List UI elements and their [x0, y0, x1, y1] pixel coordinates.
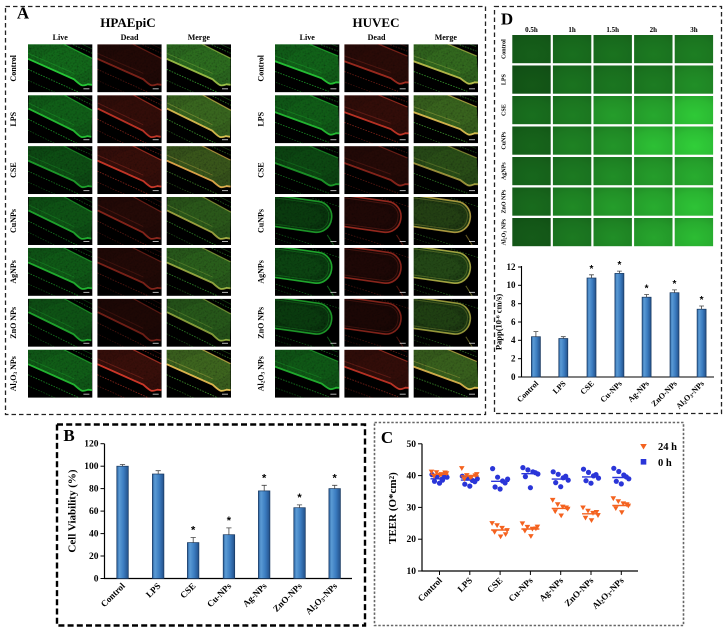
svg-text:AgNPs: AgNPs — [9, 260, 18, 284]
svg-text:LPS: LPS — [502, 73, 508, 85]
svg-text:12: 12 — [507, 262, 517, 272]
svg-text:80: 80 — [89, 485, 99, 495]
svg-text:120: 120 — [84, 440, 99, 450]
svg-text:Al2O3 NPs: Al2O3 NPs — [257, 356, 267, 391]
svg-text:3h: 3h — [690, 26, 698, 34]
svg-text:*: * — [227, 515, 232, 527]
svg-text:2h: 2h — [650, 26, 658, 34]
svg-text:20: 20 — [89, 552, 99, 562]
svg-text:1.5h: 1.5h — [606, 26, 619, 34]
svg-text:30: 30 — [407, 503, 417, 513]
svg-text:ZnO NPs: ZnO NPs — [9, 307, 18, 339]
svg-text:Live: Live — [53, 33, 69, 42]
svg-text:*: * — [645, 284, 649, 295]
svg-text:*: * — [700, 295, 704, 306]
svg-text:50: 50 — [407, 440, 417, 450]
svg-text:Merge: Merge — [188, 33, 211, 42]
svg-text:Merge: Merge — [435, 33, 458, 42]
svg-text:CSE: CSE — [502, 104, 508, 116]
svg-text:2: 2 — [511, 353, 516, 363]
svg-text:*: * — [590, 264, 594, 275]
svg-text:0: 0 — [94, 575, 99, 585]
svg-text:40: 40 — [89, 530, 99, 540]
svg-text:CSE: CSE — [9, 162, 18, 178]
svg-text:A: A — [17, 4, 30, 23]
svg-text:Live: Live — [300, 33, 316, 42]
svg-text:C: C — [381, 428, 393, 447]
svg-text:LPS: LPS — [9, 111, 18, 126]
svg-text:Dead: Dead — [121, 33, 139, 42]
svg-text:Control: Control — [502, 39, 508, 59]
svg-text:40: 40 — [407, 472, 417, 482]
svg-text:Papp(10-6 cm/s): Papp(10-6 cm/s) — [494, 294, 504, 350]
svg-text:1h: 1h — [568, 26, 576, 34]
svg-text:*: * — [333, 472, 338, 484]
svg-text:Control: Control — [9, 54, 18, 81]
svg-text:20: 20 — [407, 535, 417, 545]
svg-text:4: 4 — [511, 335, 516, 345]
svg-text:*: * — [191, 524, 196, 536]
svg-text:AgNPs: AgNPs — [257, 260, 266, 284]
svg-text:*: * — [617, 260, 621, 271]
svg-text:*: * — [297, 492, 302, 504]
svg-text:100: 100 — [84, 462, 99, 472]
svg-text:ZnO NPs: ZnO NPs — [502, 189, 508, 214]
svg-text:Al2O3 NPs: Al2O3 NPs — [9, 356, 19, 391]
svg-text:Al2O3 NPs: Al2O3 NPs — [502, 218, 508, 245]
svg-text:0.5h: 0.5h — [525, 26, 538, 34]
svg-text:24 h: 24 h — [658, 442, 677, 453]
svg-text:10: 10 — [507, 280, 517, 290]
svg-text:Dead: Dead — [368, 33, 386, 42]
svg-text:TEER (O*cm2): TEER (O*cm2) — [387, 472, 399, 544]
svg-text:D: D — [501, 10, 513, 29]
svg-text:60: 60 — [89, 507, 99, 517]
svg-text:8: 8 — [511, 298, 516, 308]
svg-text:CSE: CSE — [257, 162, 266, 178]
svg-text:Control: Control — [257, 54, 266, 81]
svg-text:10: 10 — [407, 567, 417, 577]
svg-text:LPS: LPS — [257, 111, 266, 126]
svg-text:AgNPs: AgNPs — [502, 162, 508, 180]
svg-text:HPAEpiC: HPAEpiC — [100, 15, 155, 30]
svg-text:CuNPs: CuNPs — [257, 209, 266, 233]
svg-text:0: 0 — [511, 372, 516, 382]
svg-text:B: B — [63, 426, 74, 445]
svg-text:*: * — [262, 472, 267, 484]
svg-text:ZnO NPs: ZnO NPs — [257, 307, 266, 339]
svg-text:Cell Viability (%): Cell Viability (%) — [67, 469, 79, 552]
svg-text:0 h: 0 h — [658, 458, 672, 469]
svg-text:CuNPs: CuNPs — [502, 131, 508, 150]
svg-text:6: 6 — [511, 317, 516, 327]
svg-text:HUVEC: HUVEC — [353, 15, 400, 30]
svg-text:CuNPs: CuNPs — [9, 209, 18, 233]
svg-text:*: * — [673, 279, 677, 290]
